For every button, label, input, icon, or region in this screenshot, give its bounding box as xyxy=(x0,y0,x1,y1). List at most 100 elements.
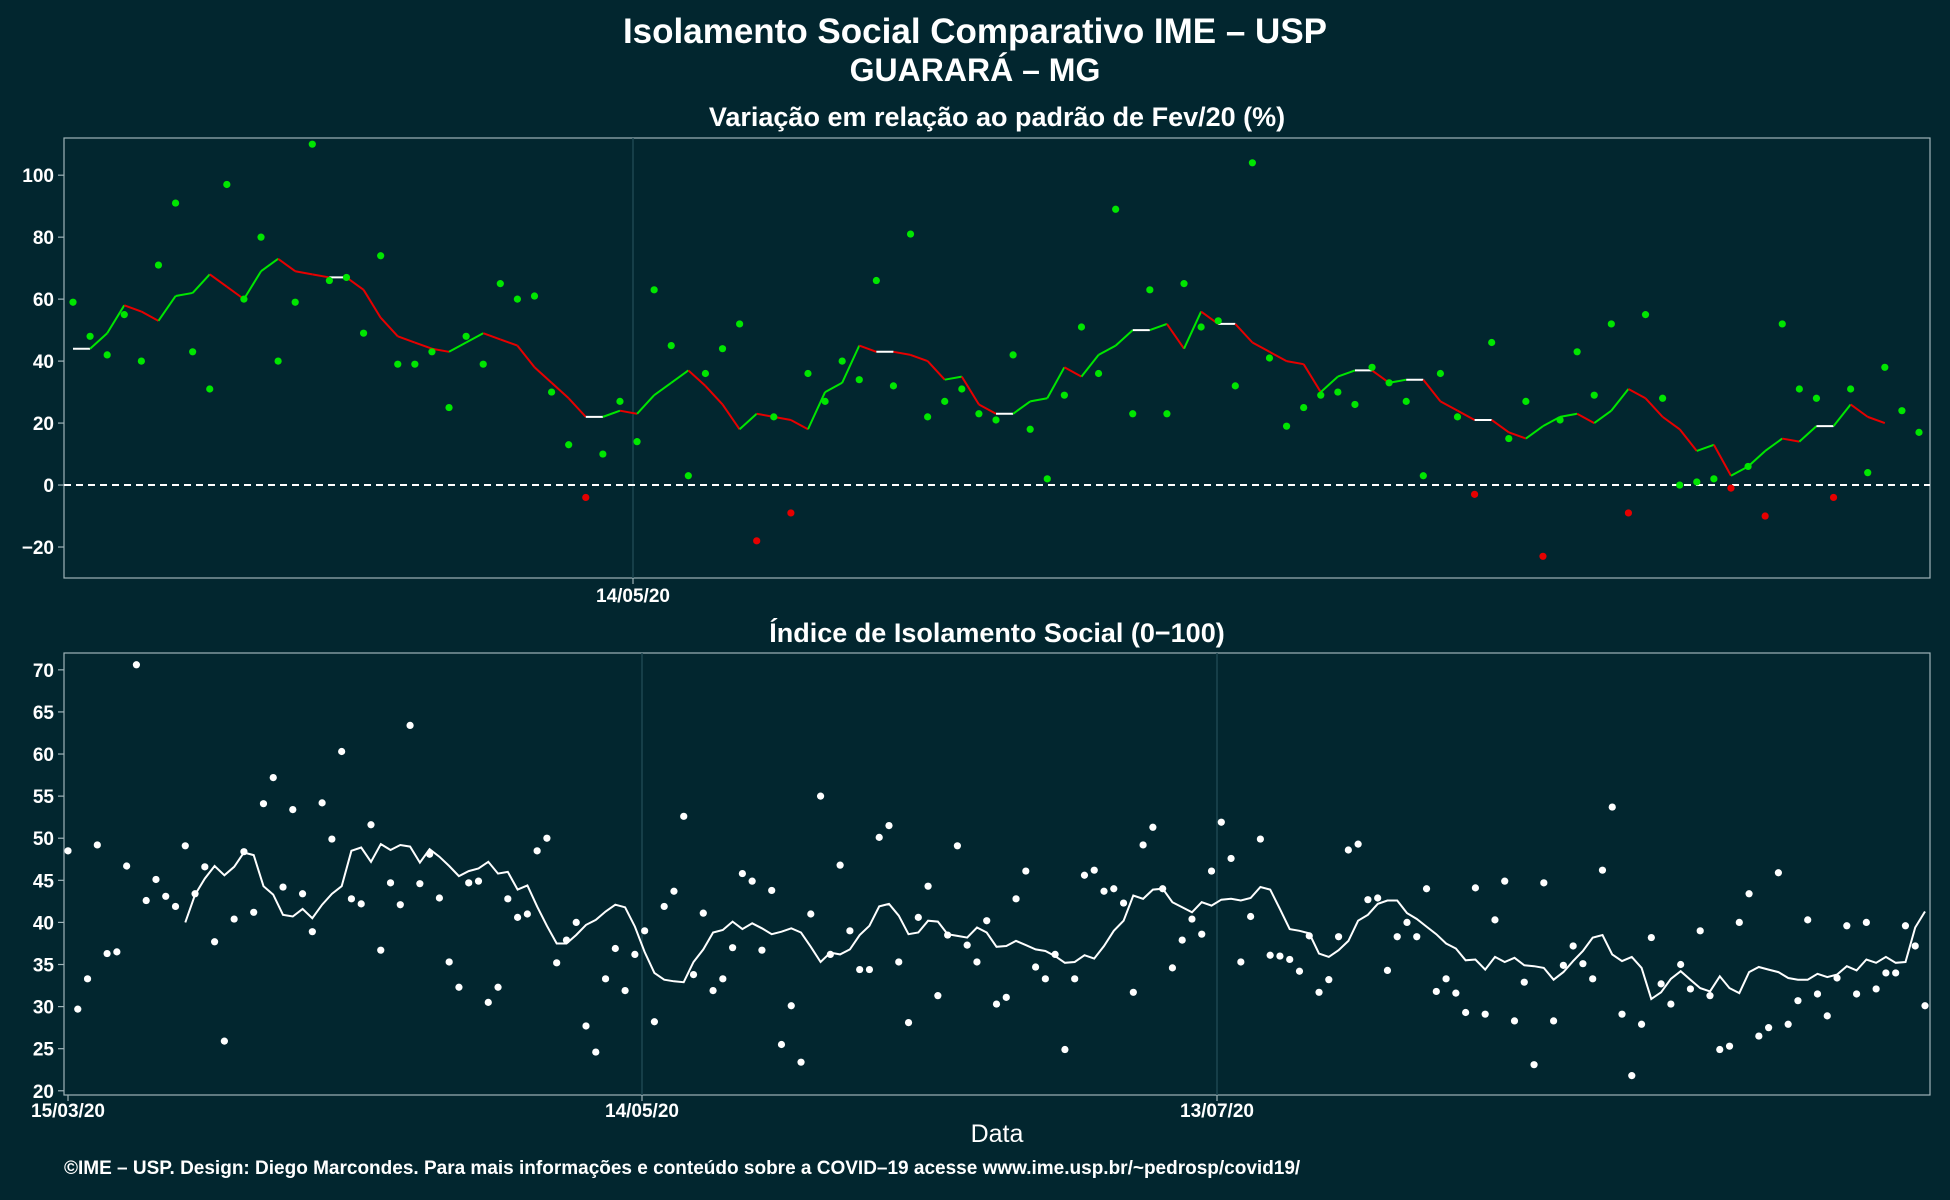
isolation-index-point xyxy=(1276,952,1284,960)
isolation-index-point xyxy=(543,834,551,842)
isolation-index-point xyxy=(787,1002,795,1010)
variation-moving-average-segment xyxy=(824,381,843,393)
variation-point xyxy=(308,140,316,148)
variation-point xyxy=(1248,159,1256,167)
variation-point xyxy=(1676,481,1684,489)
variation-point xyxy=(684,472,692,480)
isolation-index-point xyxy=(1315,988,1323,996)
bottom-y-tick-label: 45 xyxy=(33,871,55,892)
variation-point xyxy=(736,320,744,328)
isolation-index-point xyxy=(1110,885,1118,893)
variation-point xyxy=(1573,348,1581,356)
isolation-index-point xyxy=(1393,933,1401,941)
variation-moving-average-segment xyxy=(1012,400,1031,415)
variation-point xyxy=(906,230,915,238)
isolation-index-point xyxy=(289,805,297,814)
variation-point xyxy=(1727,484,1735,492)
variation-point xyxy=(1094,369,1103,378)
variation-moving-average-segment xyxy=(1320,375,1339,393)
variation-point xyxy=(428,348,436,356)
variation-moving-average-segment xyxy=(431,347,450,353)
isolation-index-point xyxy=(1608,803,1616,811)
isolation-index-point xyxy=(1364,896,1372,904)
isolation-index-point xyxy=(1911,942,1919,950)
variation-point xyxy=(479,360,487,368)
isolation-index-point xyxy=(1051,950,1059,959)
isolation-index-point xyxy=(1735,918,1743,927)
variation-point xyxy=(86,332,94,340)
variation-point xyxy=(1505,434,1513,443)
variation-point xyxy=(291,298,299,306)
isolation-index-point xyxy=(240,848,248,856)
isolation-index-point xyxy=(416,880,424,888)
isolation-index-point xyxy=(582,1022,590,1030)
variation-moving-average-segment xyxy=(397,335,416,344)
isolation-index-point xyxy=(1041,975,1049,983)
variation-point xyxy=(872,276,880,285)
isolation-index-point xyxy=(1725,1042,1734,1050)
variation-moving-average-segment xyxy=(1508,431,1527,440)
variation-point xyxy=(1470,490,1479,498)
variation-point xyxy=(513,295,522,303)
isolation-index-point xyxy=(83,975,92,983)
isolation-index-point xyxy=(611,944,619,953)
isolation-index-point xyxy=(1452,989,1460,997)
isolation-index-point xyxy=(1892,969,1900,977)
variation-moving-average-segment xyxy=(295,270,313,276)
variation-point xyxy=(1453,413,1462,421)
variation-point xyxy=(821,397,829,405)
footer-credit: ©IME – USP. Design: Diego Marcondes. Par… xyxy=(64,1158,1301,1179)
variation-point xyxy=(1163,410,1171,418)
isolation-index-point xyxy=(1334,933,1343,941)
isolation-index-point xyxy=(846,927,854,935)
isolation-index-point xyxy=(1794,997,1802,1005)
bottom-x-tick-label: 14/05/20 xyxy=(605,1101,679,1122)
variation-point xyxy=(565,441,573,449)
variation-moving-average-segment xyxy=(619,409,638,415)
isolation-index-point xyxy=(465,879,473,887)
isolation-index-point xyxy=(963,941,971,949)
variation-point xyxy=(1812,394,1821,402)
variation-moving-average-segment xyxy=(312,273,330,279)
variation-moving-average-segment xyxy=(1576,412,1595,424)
variation-point xyxy=(1129,410,1137,418)
isolation-index-point xyxy=(953,842,962,850)
variation-point xyxy=(701,369,710,378)
isolation-index-point xyxy=(885,821,893,830)
variation-moving-average-segment xyxy=(653,381,672,396)
variation-point xyxy=(1009,351,1017,359)
variation-point xyxy=(1043,475,1051,483)
isolation-index-point xyxy=(1217,818,1225,826)
bottom-y-tick-label: 20 xyxy=(33,1082,54,1103)
variation-moving-average-segment xyxy=(1030,397,1048,403)
variation-point xyxy=(171,199,180,207)
isolation-index-point xyxy=(1471,884,1480,892)
variation-point xyxy=(103,351,111,359)
variation-moving-average-segment xyxy=(157,295,177,322)
variation-moving-average-segment xyxy=(1286,360,1304,366)
variation-point xyxy=(1300,403,1308,412)
variation-point xyxy=(770,413,778,421)
isolation-index-point xyxy=(924,882,932,890)
variation-moving-average-segment xyxy=(209,273,228,288)
variation-moving-average-segment xyxy=(191,273,211,294)
isolation-index-point xyxy=(914,913,922,921)
variation-point xyxy=(975,410,983,418)
variation-moving-average-segment xyxy=(1867,415,1886,425)
variation-moving-average-segment xyxy=(1234,323,1254,344)
isolation-index-point xyxy=(875,833,883,841)
variation-point xyxy=(1795,385,1803,393)
variation-moving-average-segment xyxy=(1457,409,1476,421)
top-y-tick-label: 0 xyxy=(43,476,54,497)
variation-moving-average-segment xyxy=(448,341,467,353)
variation-moving-average-segment xyxy=(807,391,826,430)
variation-point xyxy=(992,416,1000,424)
isolation-index-point xyxy=(1501,877,1509,885)
isolation-index-point xyxy=(142,896,150,905)
isolation-index-point xyxy=(250,908,258,916)
variation-moving-average-segment xyxy=(277,258,296,273)
variation-point xyxy=(530,292,539,300)
isolation-index-point xyxy=(171,902,180,911)
variation-moving-average-segment xyxy=(465,332,484,344)
